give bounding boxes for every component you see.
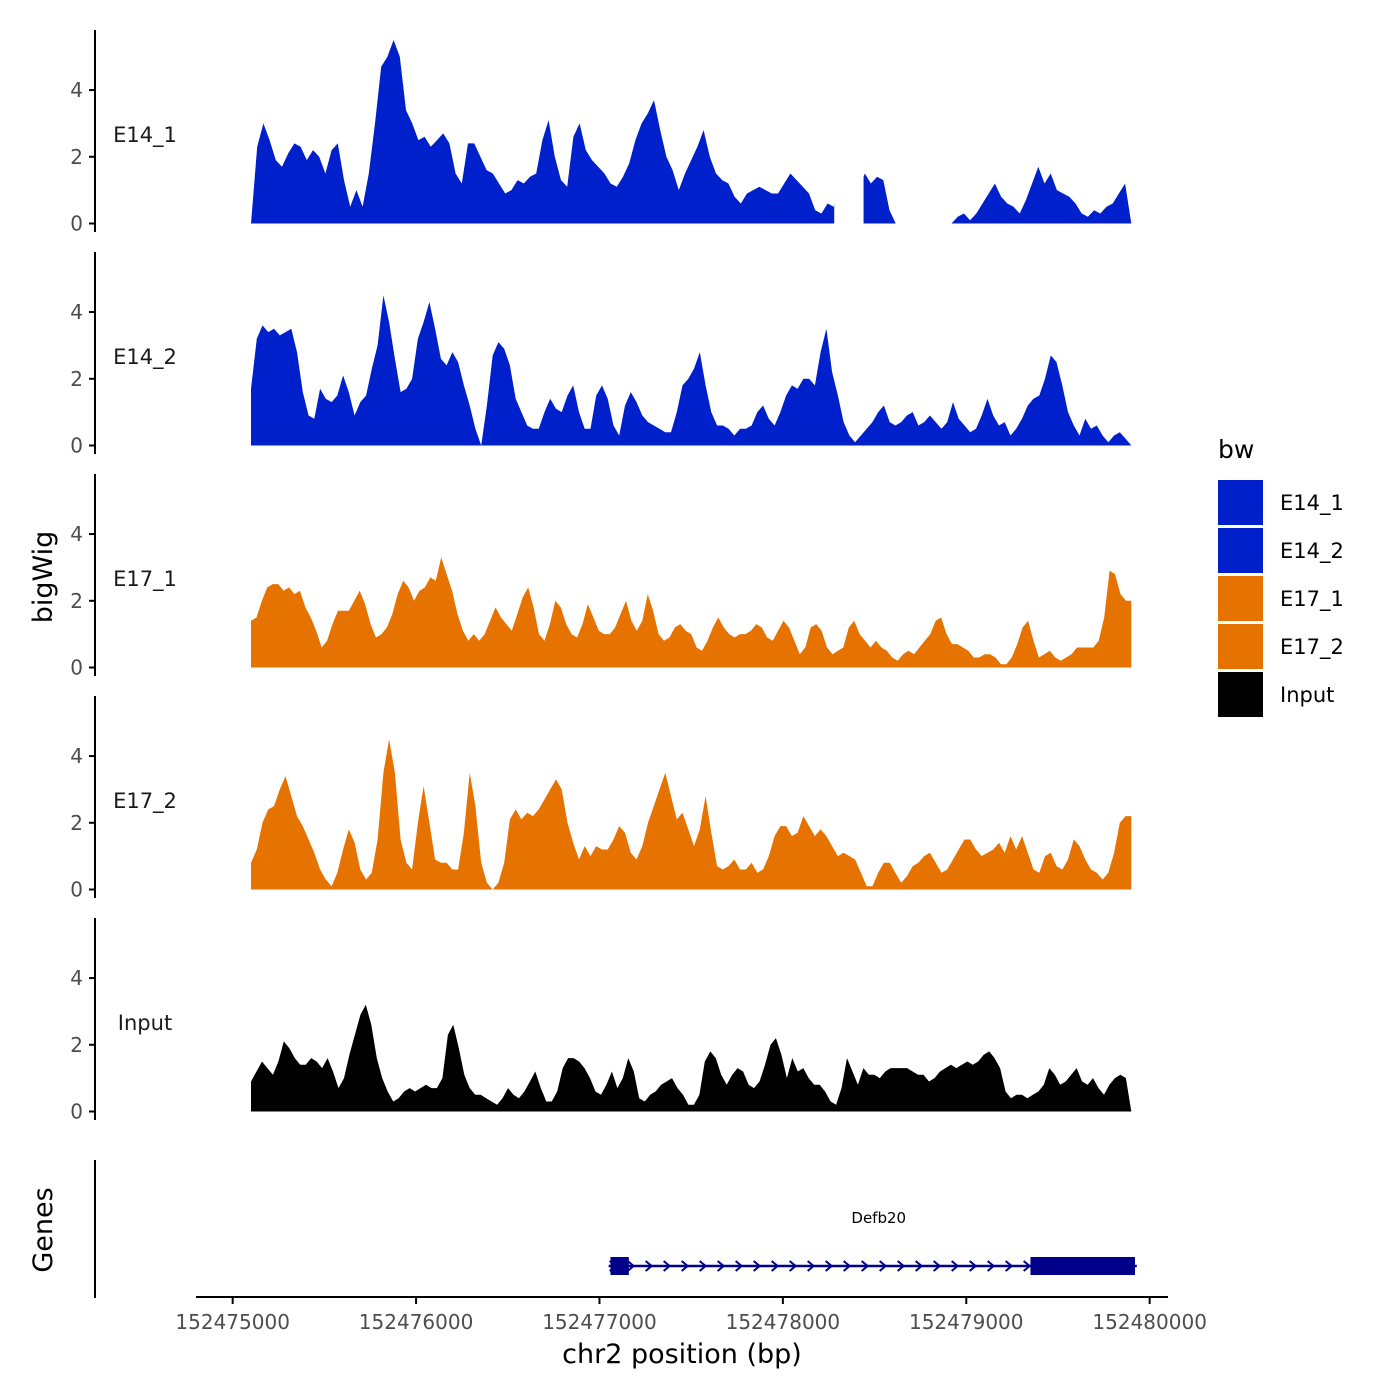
legend-key-E17_1 bbox=[1218, 576, 1263, 621]
y-tick-label: 2 bbox=[70, 811, 83, 835]
strand-arrow bbox=[969, 1260, 978, 1272]
legend-key-E14_2 bbox=[1218, 528, 1263, 573]
exon-block bbox=[610, 1257, 629, 1275]
x-tick-label: 152475000 bbox=[175, 1310, 290, 1334]
track-label-E17_1: E17_1 bbox=[113, 567, 177, 592]
track-label-Input: Input bbox=[118, 1011, 172, 1035]
track-label-E14_1: E14_1 bbox=[113, 123, 177, 148]
strand-arrow bbox=[861, 1260, 870, 1272]
y-tick-label: 4 bbox=[70, 522, 83, 546]
y-tick-label: 2 bbox=[70, 1033, 83, 1057]
strand-arrow bbox=[753, 1260, 762, 1272]
gene-track-panel: Defb20 bbox=[94, 1160, 1137, 1298]
y-tick-label: 4 bbox=[70, 744, 83, 768]
track-label-E17_2: E17_2 bbox=[113, 789, 177, 814]
strand-arrow bbox=[717, 1260, 726, 1272]
track-panel-E17_1: 0 2 4 E17_1 bbox=[70, 474, 1132, 680]
strand-arrow bbox=[915, 1260, 924, 1272]
legend: bw E14_1 E14_2 E17_1 E17_2 Input bbox=[1218, 435, 1344, 717]
y-tick-label: 4 bbox=[70, 78, 83, 102]
strand-arrow bbox=[645, 1260, 654, 1272]
x-tick-label: 152479000 bbox=[909, 1310, 1024, 1334]
strand-arrow bbox=[933, 1260, 942, 1272]
y-tick-label: 2 bbox=[70, 589, 83, 613]
x-tick-label: 152478000 bbox=[726, 1310, 841, 1334]
track-panel-Input: 0 2 4 Input bbox=[70, 918, 1132, 1124]
y-tick-label: 4 bbox=[70, 966, 83, 990]
signal-tracks: 0 2 4 E14_1 0 2 4 E14_2 0 2 4 E17_1 0 2 4 E17_2 0 2 4 Input bbox=[70, 30, 1132, 1124]
track-panel-E14_2: 0 2 4 E14_2 bbox=[70, 252, 1132, 458]
strand-arrow bbox=[843, 1260, 852, 1272]
legend-key-E17_2 bbox=[1218, 624, 1263, 669]
strand-arrow bbox=[627, 1260, 636, 1272]
strand-arrow bbox=[789, 1260, 798, 1272]
strand-arrow bbox=[681, 1260, 690, 1272]
track-label-E14_2: E14_2 bbox=[113, 345, 177, 370]
exon-block bbox=[1030, 1257, 1135, 1275]
legend-label-E14_2: E14_2 bbox=[1280, 539, 1344, 564]
strand-arrow bbox=[879, 1260, 888, 1272]
x-axis: 152475000 152476000 152477000 152478000 1524… bbox=[175, 1296, 1207, 1334]
strand-arrow bbox=[735, 1260, 744, 1272]
signal-area-E17_1 bbox=[251, 557, 1132, 668]
strand-arrow bbox=[663, 1260, 672, 1272]
gene-name-label: Defb20 bbox=[851, 1209, 906, 1227]
strand-arrow bbox=[1023, 1260, 1032, 1272]
strand-arrow bbox=[825, 1260, 834, 1272]
gene-track-title: Genes bbox=[28, 1187, 59, 1272]
x-tick-label: 152477000 bbox=[542, 1310, 657, 1334]
strand-arrow bbox=[951, 1260, 960, 1272]
y-tick-label: 0 bbox=[70, 878, 83, 902]
y-axis-title: bigWig bbox=[28, 531, 59, 624]
legend-label-E17_2: E17_2 bbox=[1280, 635, 1344, 660]
legend-key-Input bbox=[1218, 672, 1263, 717]
track-panel-E14_1: 0 2 4 E14_1 bbox=[70, 30, 1132, 236]
strand-arrow bbox=[807, 1260, 816, 1272]
strand-arrow bbox=[987, 1260, 996, 1272]
legend-title: bw bbox=[1218, 435, 1254, 464]
legend-label-E17_1: E17_1 bbox=[1280, 587, 1344, 612]
signal-area-Input bbox=[251, 1004, 1132, 1112]
gene-Defb20: Defb20 bbox=[608, 1209, 1137, 1275]
y-tick-label: 0 bbox=[70, 656, 83, 680]
signal-area-E14_1 bbox=[251, 40, 1132, 224]
strand-arrow bbox=[1005, 1260, 1014, 1272]
y-tick-label: 0 bbox=[70, 1100, 83, 1124]
signal-area-E14_2 bbox=[251, 295, 1132, 446]
legend-key-E14_1 bbox=[1218, 480, 1263, 525]
x-tick-label: 152480000 bbox=[1092, 1310, 1207, 1334]
y-tick-label: 4 bbox=[70, 300, 83, 324]
legend-label-E14_1: E14_1 bbox=[1280, 491, 1344, 516]
y-tick-label: 0 bbox=[70, 434, 83, 458]
strand-arrow bbox=[771, 1260, 780, 1272]
strand-arrow bbox=[699, 1260, 708, 1272]
legend-label-Input: Input bbox=[1280, 683, 1334, 707]
y-tick-label: 2 bbox=[70, 367, 83, 391]
x-tick-label: 152476000 bbox=[359, 1310, 474, 1334]
x-axis-title: chr2 position (bp) bbox=[562, 1339, 802, 1370]
y-tick-label: 2 bbox=[70, 145, 83, 169]
signal-area-E17_2 bbox=[251, 739, 1132, 890]
strand-arrow bbox=[897, 1260, 906, 1272]
y-tick-label: 0 bbox=[70, 212, 83, 236]
track-panel-E17_2: 0 2 4 E17_2 bbox=[70, 696, 1132, 902]
